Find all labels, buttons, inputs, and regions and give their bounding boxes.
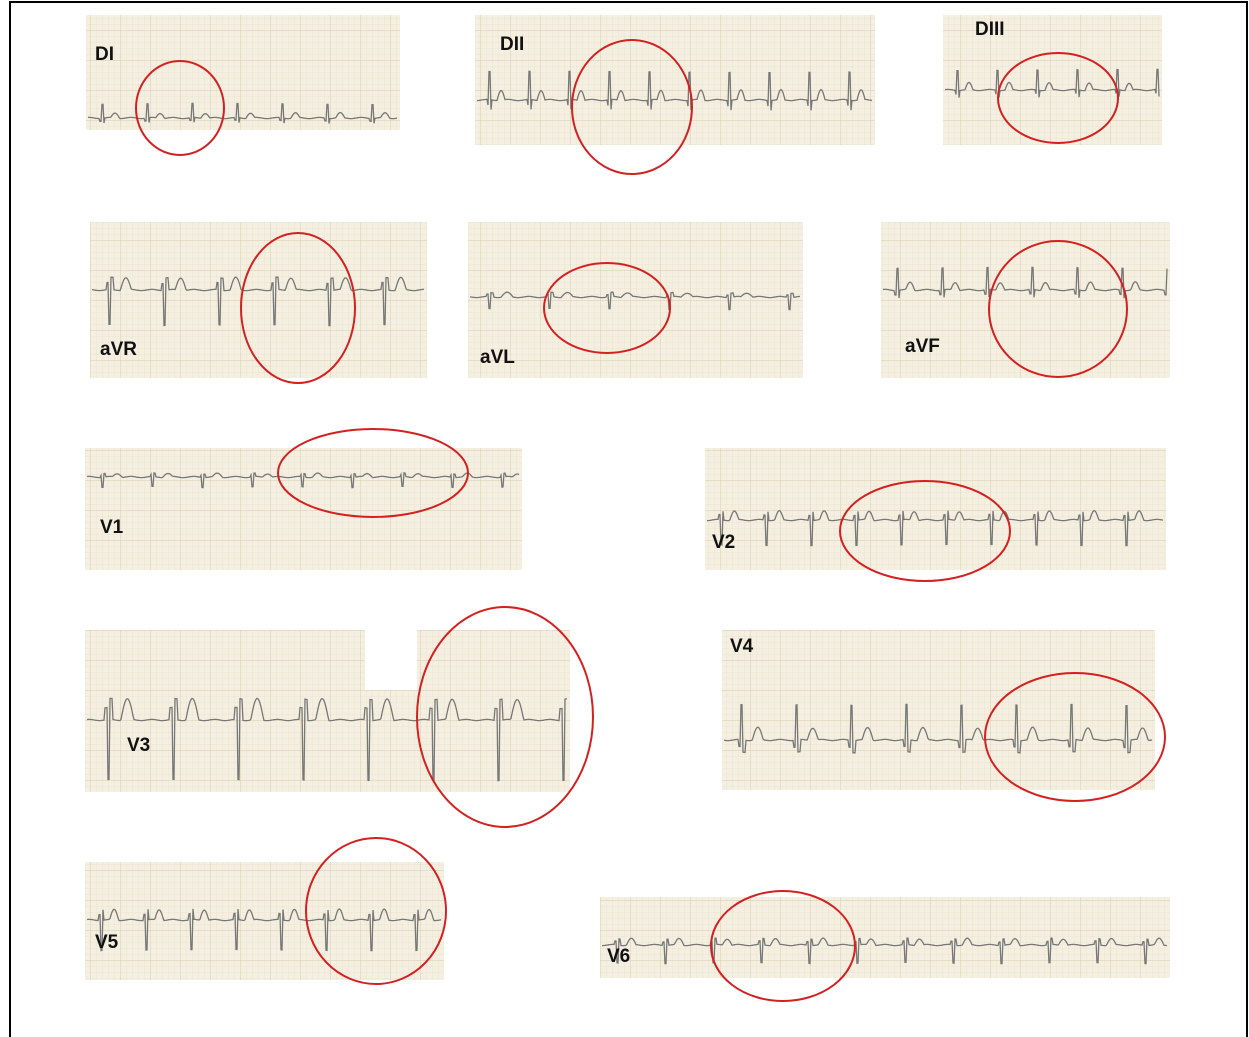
ecg-lead: V1	[85, 429, 522, 570]
lead-label: DI	[95, 44, 114, 65]
lead-label: V4	[730, 636, 754, 657]
lead-label: aVL	[480, 347, 515, 368]
ecg-lead: aVR	[90, 222, 427, 383]
ecg-lead: DI	[86, 15, 400, 155]
ecg-grid	[722, 630, 1155, 790]
lead-label: DIII	[975, 19, 1005, 40]
ecg-lead: DIII	[943, 15, 1162, 145]
ecg-grid	[475, 15, 875, 145]
lead-label: V6	[607, 946, 630, 967]
lead-label: V5	[95, 932, 119, 953]
ecg-lead: DII	[475, 15, 875, 174]
ecg-lead: aVF	[881, 222, 1170, 378]
ecg-lead: aVL	[468, 222, 803, 378]
lead-label: aVF	[905, 336, 940, 357]
ecg-grid	[86, 15, 400, 130]
lead-label: aVR	[100, 339, 137, 360]
lead-label: V2	[712, 532, 735, 553]
ecg-lead: V6	[600, 891, 1170, 1001]
ecg-grid	[468, 222, 803, 378]
lead-label: V3	[127, 735, 150, 756]
lead-label: V1	[100, 517, 124, 538]
paper-cutout	[365, 630, 417, 690]
ecg-lead: V4	[722, 630, 1165, 801]
ecg-lead: V5	[85, 838, 446, 984]
ecg-grid	[705, 448, 1166, 570]
ecg-figure: DI DII DIII aVR aVL aVF V1 V2 V3 V4 V5 V6	[0, 0, 1249, 1037]
ecg-grid	[90, 222, 427, 378]
ecg-lead: V3	[85, 607, 593, 827]
lead-label: DII	[500, 34, 524, 55]
ecg-lead: V2	[705, 448, 1166, 581]
ecg-grid	[85, 448, 522, 570]
ecg-grid	[600, 897, 1170, 978]
